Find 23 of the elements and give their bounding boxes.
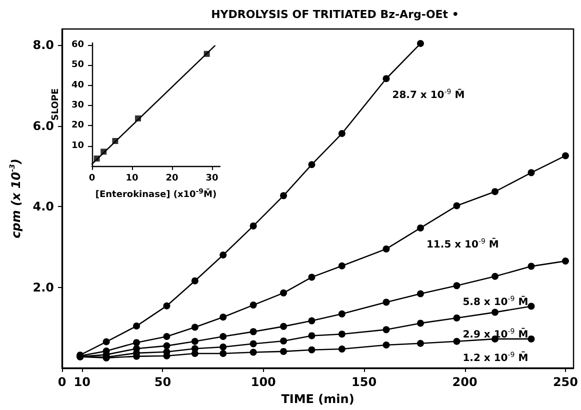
x-tick-label: 200 (452, 375, 478, 389)
x-tick-label: 100 (250, 375, 276, 389)
x-tick-label: 0 (58, 375, 66, 389)
x-tick-label: 150 (352, 375, 377, 389)
y-tick-label: 20 (71, 120, 84, 131)
x-tick-label: 30 (206, 174, 218, 184)
y-tick-label: 40 (71, 80, 84, 90)
y-tick-label: 4.0 (32, 200, 54, 214)
y-tick-label: 6.0 (32, 118, 54, 133)
y-axis-title: SLOPE (51, 88, 62, 121)
y-tick-label: 30 (71, 100, 84, 111)
chart-title: HYDROLYSIS OF TRITIATED Bz-Arg-OEt • (211, 8, 459, 21)
y-tick-label: 60 (71, 40, 84, 50)
y-tick-label: 8.0 (32, 38, 54, 52)
y-tick-label: 2.0 (32, 280, 54, 294)
y-tick-label: 50 (71, 60, 84, 70)
x-axis-title: TIME (min) (281, 392, 354, 406)
x-tick-label: 0 (88, 174, 96, 184)
x-tick-label: 250 (552, 375, 578, 389)
y-tick-label: 10 (71, 140, 84, 151)
x-tick-label: 50 (154, 375, 172, 389)
x-tick-label: 10 (126, 174, 138, 184)
x-tick-label: 20 (166, 174, 178, 184)
